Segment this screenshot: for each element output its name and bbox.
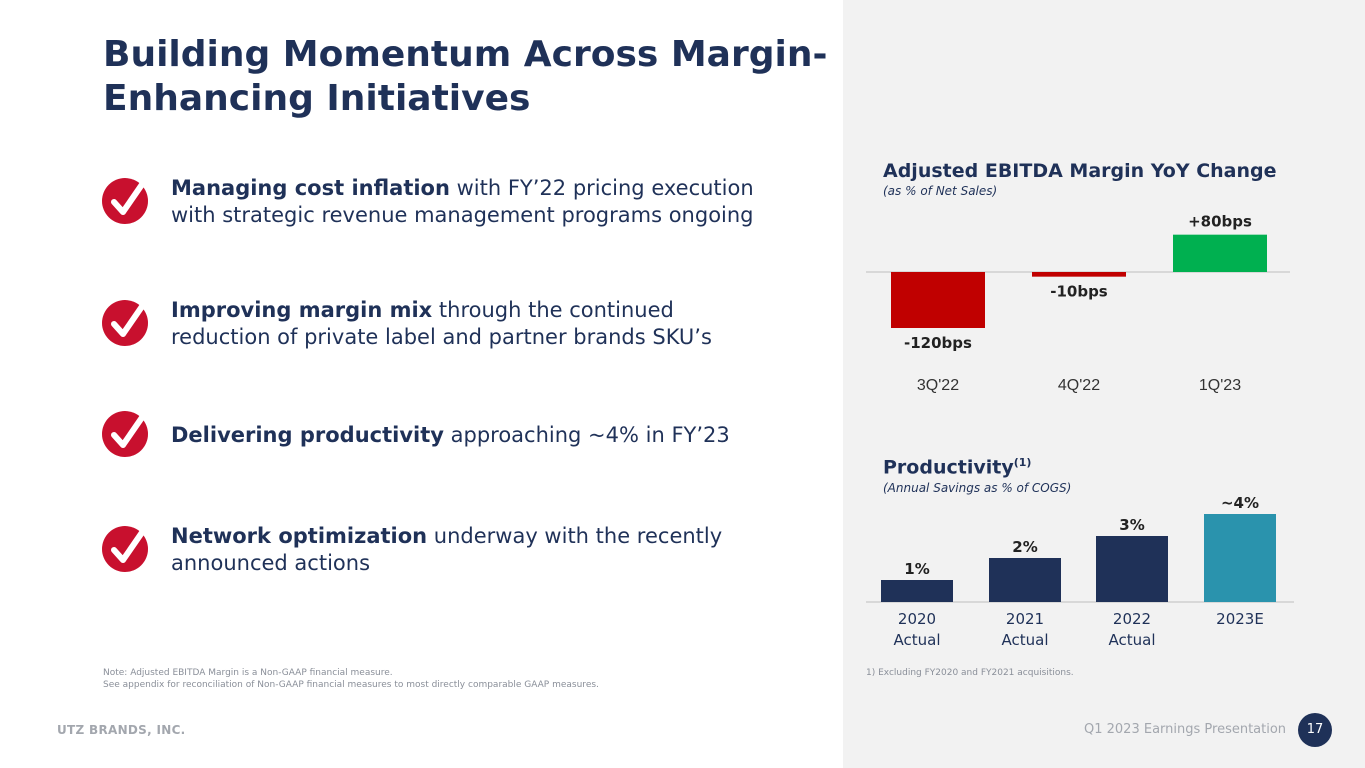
title-line-2: Enhancing Initiatives (103, 78, 531, 119)
ebitda-category-label: 4Q'22 (1058, 377, 1100, 394)
ebitda-value-label: -120bps (904, 334, 972, 352)
ebitda-bar (1173, 234, 1267, 272)
slide-title: Building Momentum Across Margin- Enhanci… (103, 33, 833, 121)
checkmark-icon (102, 526, 148, 572)
productivity-value-label: ~4% (1221, 494, 1259, 512)
productivity-category-label: Actual (1109, 631, 1156, 649)
productivity-category-label: 2022 (1113, 610, 1151, 628)
checkmark-icon (102, 411, 148, 457)
ebitda-category-label: 1Q'23 (1199, 377, 1241, 394)
productivity-value-label: 3% (1119, 516, 1144, 534)
productivity-bar (1096, 536, 1168, 602)
title-line-1: Building Momentum Across Margin- (103, 34, 828, 75)
footnote: 1) Excluding FY2020 and FY2021 acquisiti… (866, 668, 1074, 678)
productivity-value-label: 2% (1012, 538, 1037, 556)
footer-company: UTZ BRANDS, INC. (57, 723, 186, 737)
productivity-category-label: Actual (1002, 631, 1049, 649)
productivity-title-text: Productivity (883, 456, 1014, 479)
productivity-bar (881, 580, 953, 602)
productivity-bar (989, 558, 1061, 602)
right-panel (843, 0, 1365, 768)
productivity-category-label: Actual (894, 631, 941, 649)
productivity-bar (1204, 514, 1276, 602)
bullet-bold: Delivering productivity (171, 423, 444, 447)
ebitda-bar (891, 272, 985, 328)
productivity-category-label: 2023E (1216, 610, 1264, 628)
ebitda-chart-title: Adjusted EBITDA Margin YoY Change (883, 160, 1277, 182)
note-line-1: Note: Adjusted EBITDA Margin is a Non-GA… (103, 668, 393, 678)
bullet-text: Delivering productivity approaching ~4% … (171, 422, 771, 449)
bullet-rest: underway with the recently announced act… (171, 524, 723, 575)
productivity-category-label: 2021 (1006, 610, 1044, 628)
page-number: 17 (1298, 713, 1332, 747)
ebitda-value-label: +80bps (1188, 213, 1252, 231)
ebitda-bar (1032, 272, 1126, 277)
bullet-text: Network optimization underway with the r… (171, 523, 731, 577)
note: Note: Adjusted EBITDA Margin is a Non-GA… (103, 667, 599, 691)
bullet-rest: through the continued reduction of priva… (171, 298, 712, 349)
productivity-title-footnote: (1) (1013, 456, 1032, 469)
productivity-value-label: 1% (904, 560, 929, 578)
bullet-text: Managing cost inflation with FY’22 prici… (171, 175, 771, 229)
bullet-text: Improving margin mix through the continu… (171, 297, 771, 351)
bullet-bold: Network optimization (171, 524, 428, 548)
bullet-bold: Improving margin mix (171, 298, 433, 322)
bullet-bold: Managing cost inflation (171, 176, 450, 200)
ebitda-category-label: 3Q'22 (917, 377, 959, 394)
ebitda-value-label: -10bps (1050, 283, 1108, 301)
footer-presentation: Q1 2023 Earnings Presentation (1084, 722, 1287, 737)
bullet-rest: with FY’22 pricing execution with strate… (171, 176, 754, 227)
productivity-chart-subtitle: (Annual Savings as % of COGS) (883, 481, 1072, 495)
ebitda-chart-subtitle: (as % of Net Sales) (883, 184, 998, 198)
checkmark-icon (102, 178, 148, 224)
productivity-category-label: 2020 (898, 610, 936, 628)
productivity-chart-title: Productivity(1) (883, 456, 1031, 478)
note-line-2: See appendix for reconciliation of Non-G… (103, 680, 599, 690)
checkmark-icon (102, 300, 148, 346)
bullet-rest: approaching ~4% in FY’23 (443, 423, 730, 447)
